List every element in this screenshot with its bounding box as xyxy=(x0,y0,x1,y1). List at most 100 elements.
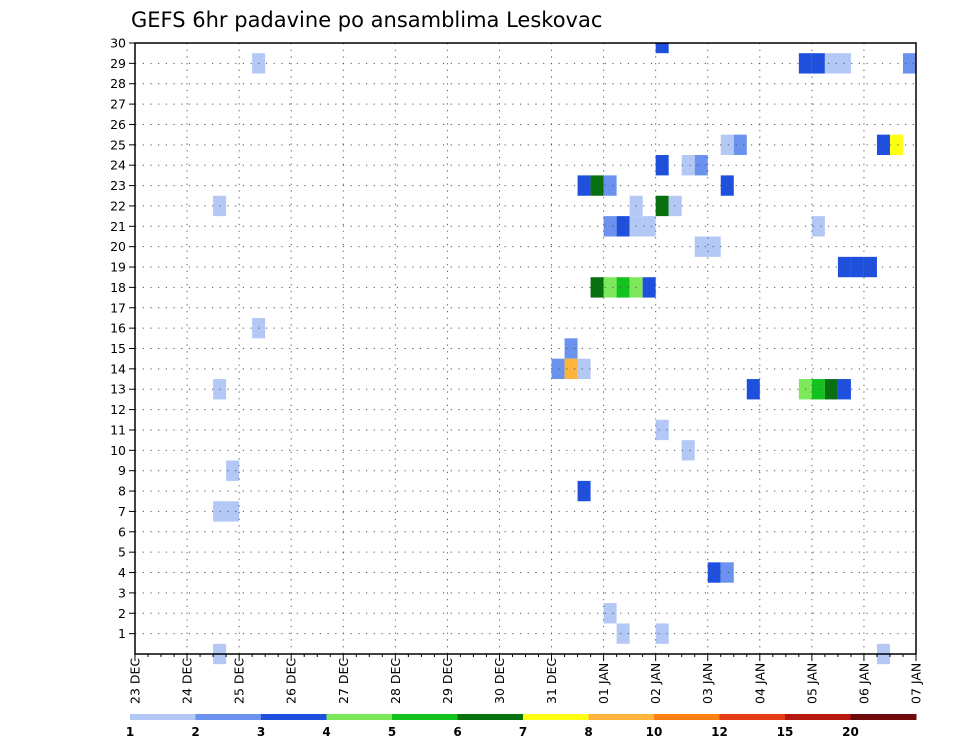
heatmap-cell xyxy=(707,236,721,257)
colorbar-label: 6 xyxy=(453,725,461,739)
x-tick-label: 31 DEC xyxy=(544,658,559,704)
heatmap-cell xyxy=(720,562,734,583)
y-tick-label: 13 xyxy=(110,382,126,397)
y-tick-label: 28 xyxy=(110,76,126,91)
colorbar-swatch xyxy=(850,714,917,720)
y-tick-label: 17 xyxy=(110,300,126,315)
heatmap-cell xyxy=(876,134,890,156)
y-tick-label: 12 xyxy=(110,402,126,417)
heatmap-cell xyxy=(902,53,916,74)
colorbar-legend: 1 2 3 4 5 6 7 8 10 12 15 20 xyxy=(126,714,917,739)
x-tick-label: 05 JAN xyxy=(804,663,819,704)
y-tick-label: 3 xyxy=(118,585,126,600)
heatmap-cell xyxy=(616,277,630,298)
heatmap-cell xyxy=(603,216,617,237)
heatmap-cell xyxy=(577,480,591,502)
y-tick-label: 6 xyxy=(118,524,126,539)
y-tick-label: 29 xyxy=(110,56,126,71)
x-tick-label: 02 JAN xyxy=(648,663,663,704)
x-tick-label: 03 JAN xyxy=(700,663,715,704)
colorbar-swatch xyxy=(719,714,786,720)
y-tick-label: 11 xyxy=(110,422,126,437)
heatmap-cell xyxy=(603,603,617,624)
plot-frame xyxy=(134,42,917,655)
x-tick-label: 25 DEC xyxy=(232,658,247,704)
colorbar-label: 8 xyxy=(584,725,592,739)
heatmap-cell xyxy=(577,175,591,196)
colorbar-swatch xyxy=(130,714,196,720)
colorbar-label: 4 xyxy=(322,725,330,739)
heatmap-cell xyxy=(226,501,240,522)
y-tick-label: 18 xyxy=(110,280,126,295)
y-tick-label: 26 xyxy=(110,117,126,132)
y-tick-label: 21 xyxy=(110,219,126,234)
heatmap-cell xyxy=(681,155,695,176)
colorbar-swatch xyxy=(523,714,589,720)
heatmap-cell xyxy=(733,134,747,156)
colorbar-swatch xyxy=(654,714,720,720)
x-tick-label: 04 JAN xyxy=(752,663,767,704)
heatmap-cell xyxy=(681,440,695,461)
heatmap-cell xyxy=(655,155,669,176)
x-tick-label: 30 DEC xyxy=(492,658,507,704)
heatmap-cell xyxy=(551,358,565,380)
heatmap-cell xyxy=(746,379,760,400)
x-tick-label: 26 DEC xyxy=(284,658,299,704)
colorbar-label: 15 xyxy=(777,725,794,739)
heatmap-cell xyxy=(811,53,825,74)
colorbar-label: 1 xyxy=(126,725,134,739)
heatmap-cell xyxy=(694,155,708,176)
heatmap-cell xyxy=(226,460,240,481)
chart-title: GEFS 6hr padavine po ansamblima Leskovac xyxy=(131,8,602,32)
heatmap-cell xyxy=(811,216,825,237)
heatmap-cell xyxy=(694,236,708,257)
heatmap-cell xyxy=(642,216,656,237)
y-tick-label: 30 xyxy=(110,36,126,51)
heatmap-cells xyxy=(213,43,916,665)
colorbar-swatch xyxy=(457,714,524,720)
colorbar-swatch xyxy=(588,714,655,720)
y-tick-label: 20 xyxy=(110,239,126,254)
x-tick-label: 23 DEC xyxy=(128,658,143,704)
colorbar-swatch xyxy=(261,714,327,720)
y-tick-label: 15 xyxy=(110,341,126,356)
x-tick-label: 01 JAN xyxy=(596,663,611,704)
heatmap-cell xyxy=(863,256,877,278)
colorbar-swatch xyxy=(785,714,851,720)
y-tick-label: 23 xyxy=(110,178,126,193)
heatmap-cell xyxy=(707,562,721,583)
heatmap-cell xyxy=(655,195,669,217)
y-tick-label: 2 xyxy=(118,606,126,621)
y-tick-label: 8 xyxy=(118,484,126,499)
heatmap-cell xyxy=(577,358,591,380)
heatmap-cell xyxy=(824,53,838,74)
colorbar-label: 5 xyxy=(388,725,396,739)
colorbar-label: 20 xyxy=(842,725,859,739)
heatmap-cell xyxy=(213,195,227,217)
colorbar-swatch xyxy=(195,714,262,720)
heatmap-cell xyxy=(720,175,734,196)
y-tick-label: 14 xyxy=(110,361,126,376)
x-tick-label: 24 DEC xyxy=(180,658,195,704)
y-tick-label: 27 xyxy=(110,97,126,112)
y-tick-label: 19 xyxy=(110,260,126,275)
heatmap-cell xyxy=(655,623,669,644)
colorbar-label: 3 xyxy=(257,725,265,739)
heatmap-cell xyxy=(655,419,669,441)
heatmap-cell xyxy=(616,216,630,237)
heatmap-cell xyxy=(824,379,838,400)
heatmap-cell xyxy=(850,256,864,278)
grid-lines xyxy=(135,43,916,654)
x-tick-label: 27 DEC xyxy=(336,658,351,704)
colorbar-swatch xyxy=(392,714,458,720)
x-tick-label: 28 DEC xyxy=(388,658,403,704)
heatmap-cell xyxy=(213,379,227,400)
x-tick-label: 07 JAN xyxy=(909,663,924,704)
colorbar-swatch xyxy=(326,714,393,720)
y-tick-label: 1 xyxy=(118,626,126,641)
y-tick-label: 5 xyxy=(118,545,126,560)
heatmap-cell xyxy=(655,43,669,54)
colorbar-label: 12 xyxy=(711,725,728,739)
y-tick-label: 25 xyxy=(110,137,126,152)
